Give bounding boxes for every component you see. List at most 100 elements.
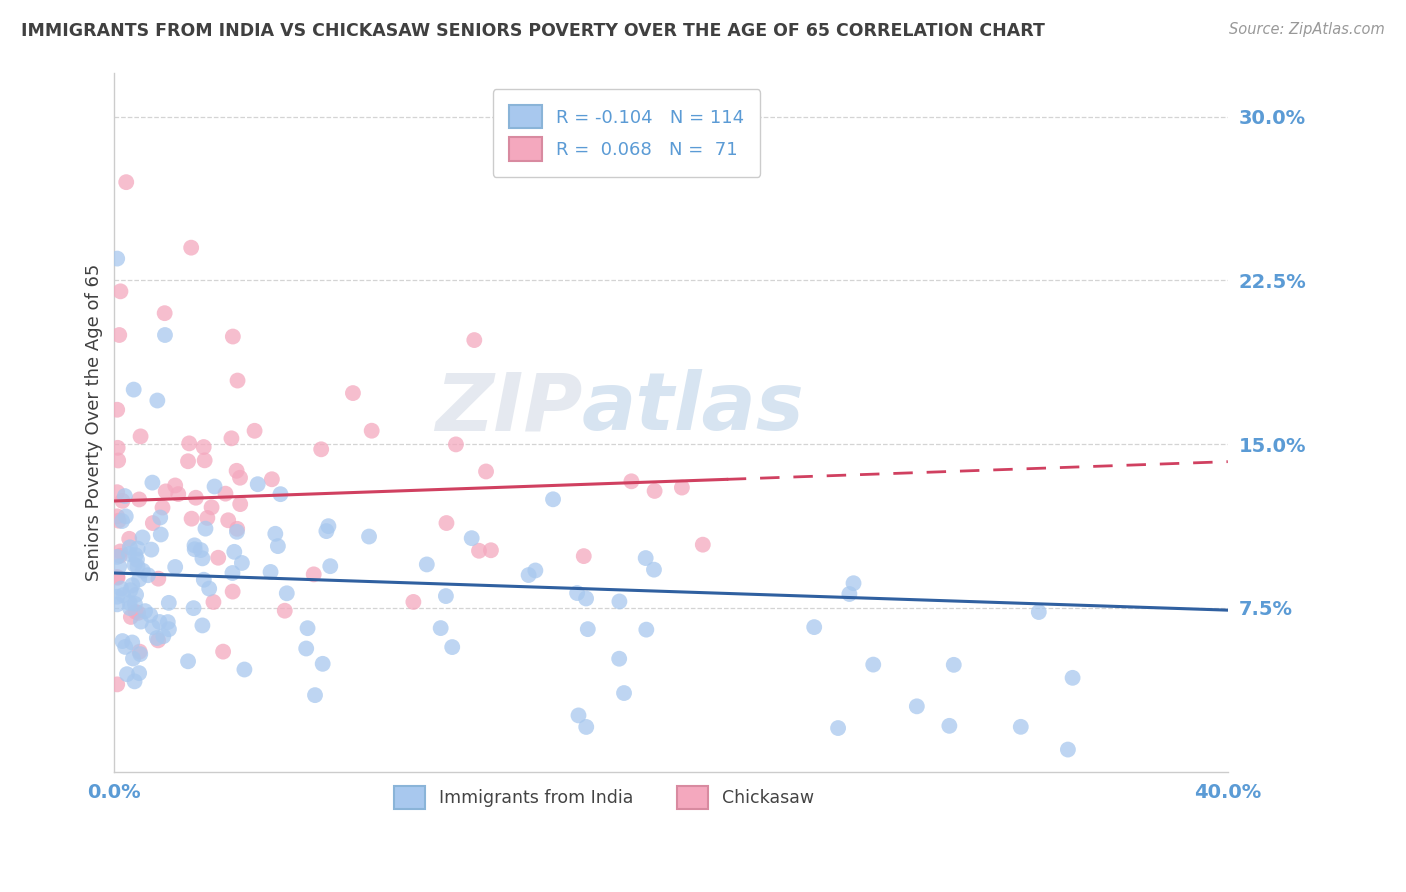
Point (157, 622, 180, 636)
Point (195, 511, 218, 525)
Point (613, 686, 636, 700)
Point (114, 509, 136, 524)
Point (436, 516, 458, 530)
Point (229, 497, 252, 511)
Point (110, 544, 132, 558)
Point (429, 621, 451, 635)
Point (105, 590, 128, 604)
Point (112, 588, 135, 602)
Point (938, 719, 960, 733)
Point (402, 595, 425, 609)
Point (231, 556, 253, 570)
Point (357, 529, 380, 543)
Point (105, 598, 128, 612)
Point (517, 568, 540, 582)
Point (184, 491, 207, 505)
Point (827, 721, 849, 735)
Point (146, 633, 169, 648)
Point (134, 604, 156, 618)
Point (120, 610, 142, 624)
Point (463, 333, 485, 347)
Text: Source: ZipAtlas.com: Source: ZipAtlas.com (1229, 22, 1385, 37)
Point (115, 667, 138, 681)
Point (225, 464, 247, 478)
Point (107, 453, 129, 467)
Point (108, 559, 131, 574)
Point (107, 571, 129, 585)
Text: atlas: atlas (582, 369, 804, 448)
Point (259, 565, 281, 579)
Point (153, 328, 176, 343)
Point (295, 641, 318, 656)
Point (124, 674, 146, 689)
Point (127, 606, 149, 620)
Point (342, 386, 364, 401)
Point (177, 654, 200, 668)
Point (121, 635, 143, 649)
Point (274, 604, 297, 618)
Point (202, 595, 225, 609)
Point (221, 566, 243, 580)
Point (460, 531, 482, 545)
Point (149, 510, 172, 524)
Point (193, 440, 215, 454)
Point (110, 285, 132, 299)
Point (177, 454, 200, 468)
Point (838, 587, 860, 601)
Point (148, 615, 170, 629)
Point (105, 677, 128, 691)
Point (607, 651, 630, 665)
Point (576, 622, 599, 636)
Point (862, 657, 884, 672)
Text: ZIP: ZIP (434, 369, 582, 448)
Point (128, 492, 150, 507)
Point (226, 374, 249, 388)
Point (264, 526, 287, 541)
Point (118, 596, 141, 610)
Point (212, 645, 235, 659)
Point (304, 688, 326, 702)
Point (575, 591, 598, 606)
Point (122, 383, 145, 397)
Point (204, 479, 226, 493)
Point (541, 492, 564, 507)
Legend: Immigrants from India, Chickasaw: Immigrants from India, Chickasaw (387, 780, 821, 815)
Point (416, 558, 439, 572)
Point (198, 582, 221, 596)
Point (146, 393, 169, 408)
Point (105, 549, 128, 564)
Point (567, 708, 589, 723)
Point (269, 487, 291, 501)
Point (124, 548, 146, 562)
Point (905, 699, 928, 714)
Point (942, 657, 965, 672)
Point (217, 513, 239, 527)
Point (114, 489, 136, 503)
Point (152, 629, 174, 643)
Point (194, 522, 217, 536)
Point (246, 477, 269, 491)
Text: IMMIGRANTS FROM INDIA VS CHICKASAW SENIORS POVERTY OVER THE AGE OF 65 CORRELATIO: IMMIGRANTS FROM INDIA VS CHICKASAW SENIO… (21, 22, 1045, 40)
Point (153, 306, 176, 320)
Y-axis label: Seniors Poverty Over the Age of 65: Seniors Poverty Over the Age of 65 (86, 264, 103, 581)
Point (129, 615, 152, 629)
Point (229, 471, 252, 485)
Point (105, 509, 128, 524)
Point (214, 486, 236, 500)
Point (120, 583, 142, 598)
Point (225, 524, 247, 539)
Point (434, 589, 457, 603)
Point (191, 551, 214, 566)
Point (152, 500, 174, 515)
Point (114, 640, 136, 654)
Point (136, 568, 159, 582)
Point (191, 618, 214, 632)
Point (620, 475, 643, 489)
Point (128, 573, 150, 587)
Point (224, 545, 246, 559)
Point (468, 543, 491, 558)
Point (315, 524, 337, 538)
Point (105, 485, 128, 500)
Point (207, 550, 229, 565)
Point (221, 584, 243, 599)
